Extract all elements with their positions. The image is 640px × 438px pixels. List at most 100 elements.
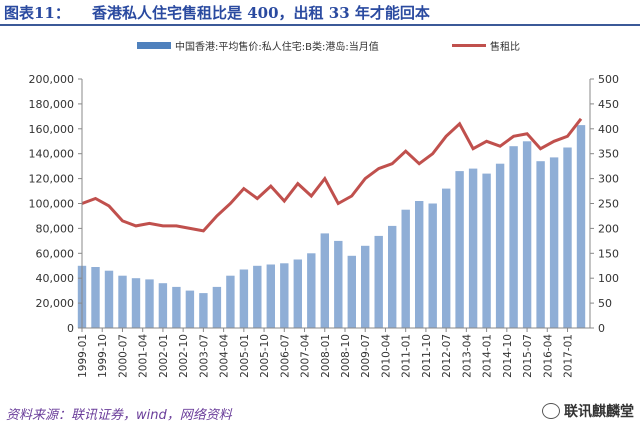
left-tick-label: 40,000 xyxy=(36,272,75,285)
x-tick-label: 2014-01 xyxy=(482,334,494,378)
price-bar xyxy=(468,168,478,328)
x-tick-label: 2011-01 xyxy=(401,334,413,378)
x-tick-label: 2009-07 xyxy=(360,334,372,378)
price-bar xyxy=(293,259,302,328)
price-bar xyxy=(266,264,275,328)
x-tick-label: 2016-04 xyxy=(542,334,554,378)
x-tick-label: 2004-04 xyxy=(219,334,231,378)
x-tick-label: 2017-01 xyxy=(563,334,575,378)
right-tick-label: 100 xyxy=(598,272,619,285)
price-bar xyxy=(536,161,545,328)
price-bar xyxy=(576,125,586,328)
left-tick-label: 20,000 xyxy=(36,297,75,310)
chart-legend: 中国香港:平均售价:私人住宅:B类:港岛:当月值 售租比 xyxy=(137,40,520,53)
x-tick-label: 2008-01 xyxy=(320,334,332,378)
watermark-text: 联讯麒麟堂 xyxy=(564,404,634,420)
left-tick-label: 140,000 xyxy=(29,148,75,161)
price-bar xyxy=(442,188,451,328)
x-tick-label: 2008-10 xyxy=(340,334,352,378)
price-bar xyxy=(522,141,532,329)
price-bar xyxy=(428,203,437,328)
price-bar xyxy=(509,146,518,328)
ratio-line xyxy=(81,117,583,233)
right-tick-label: 400 xyxy=(598,123,619,136)
legend-label-line: 售租比 xyxy=(490,40,520,53)
price-bar xyxy=(118,275,127,328)
price-bar xyxy=(131,278,141,328)
price-bar xyxy=(239,269,249,328)
price-bar xyxy=(199,293,208,328)
x-tick-label: 2006-07 xyxy=(279,334,291,378)
source-note: 资料来源：联讯证券，wind，网络资料 xyxy=(6,408,232,423)
right-tick-label: 150 xyxy=(598,247,619,260)
chart-axes: 0 20,000 40,000 60,000 80,000 100,000 120,000 1… xyxy=(29,73,620,378)
price-bar xyxy=(91,267,100,328)
left-tick-label: 180,000 xyxy=(29,98,75,111)
right-tick-label: 350 xyxy=(598,148,619,161)
price-bar xyxy=(145,279,154,328)
left-tick-label: 60,000 xyxy=(36,247,75,260)
figure-header: 图表11： 香港私人住宅售租比是 400，出租 33 年才能回本 xyxy=(0,0,640,26)
x-tick-label: 2013-04 xyxy=(461,334,473,378)
bar-series xyxy=(77,125,586,329)
price-bar xyxy=(455,171,464,328)
x-tick-label: 2001-04 xyxy=(138,334,150,378)
price-bar xyxy=(374,235,383,328)
chart-area: 中国香港:平均售价:私人住宅:B类:港岛:当月值 售租比 0 20,000 40,0… xyxy=(29,40,620,378)
price-bar xyxy=(104,270,114,328)
left-tick-label: 160,000 xyxy=(29,123,75,136)
price-bar xyxy=(388,225,397,328)
price-bar xyxy=(158,283,168,328)
x-tick-label: 2000-07 xyxy=(117,334,129,378)
price-bar xyxy=(212,286,222,328)
x-tick-label: 2012-07 xyxy=(441,334,453,378)
figure-label: 图表11： xyxy=(4,4,70,22)
right-tick-label: 300 xyxy=(598,173,619,186)
price-bar xyxy=(320,233,329,328)
x-tick-label: 2005-10 xyxy=(259,334,271,378)
price-bar xyxy=(280,263,289,328)
x-tick-label: 2005-01 xyxy=(239,334,251,378)
price-bar xyxy=(172,286,181,328)
price-bar xyxy=(334,240,343,328)
x-tick-label: 2014-10 xyxy=(502,334,514,378)
left-tick-label: 200,000 xyxy=(29,73,75,86)
price-bar xyxy=(361,245,370,328)
watermark: 联讯麒麟堂 xyxy=(542,401,634,421)
price-bar xyxy=(401,209,410,328)
x-tick-label: 2010-04 xyxy=(380,334,392,378)
price-bar xyxy=(495,163,505,328)
price-bar xyxy=(347,255,356,328)
x-tick-label: 2007-04 xyxy=(300,334,312,378)
wechat-icon xyxy=(542,403,560,419)
price-bar xyxy=(185,290,195,328)
x-tick-label: 2003-07 xyxy=(198,334,210,378)
x-tick-label: 2015-07 xyxy=(522,334,534,378)
legend-swatch-bar xyxy=(137,42,171,49)
right-tick-label: 50 xyxy=(598,297,612,310)
price-bar xyxy=(226,275,235,328)
price-bar xyxy=(253,265,262,329)
x-tick-label: 1999-10 xyxy=(97,334,109,378)
left-tick-label: 120,000 xyxy=(29,173,75,186)
price-bar xyxy=(415,201,424,328)
legend-label-bar: 中国香港:平均售价:私人住宅:B类:港岛:当月值 xyxy=(175,40,379,53)
right-tick-label: 500 xyxy=(598,73,619,86)
price-bar xyxy=(307,253,316,328)
right-tick-label: 200 xyxy=(598,222,619,235)
right-tick-label: 0 xyxy=(598,322,605,335)
left-tick-label: 80,000 xyxy=(36,222,75,235)
left-tick-label: 0 xyxy=(67,322,74,335)
price-bar xyxy=(563,147,572,328)
x-tick-label: 2002-01 xyxy=(158,334,170,378)
price-bar xyxy=(549,157,559,328)
x-tick-label: 2002-10 xyxy=(178,334,190,378)
right-tick-label: 450 xyxy=(598,98,619,111)
right-tick-label: 250 xyxy=(598,198,619,211)
figure-title: 香港私人住宅售租比是 400，出租 33 年才能回本 xyxy=(92,4,430,22)
x-tick-label: 1999-01 xyxy=(77,334,89,378)
price-bar xyxy=(482,173,491,328)
x-tick-label: 2011-10 xyxy=(421,334,433,378)
title-divider xyxy=(0,24,640,26)
left-tick-label: 100,000 xyxy=(29,198,75,211)
